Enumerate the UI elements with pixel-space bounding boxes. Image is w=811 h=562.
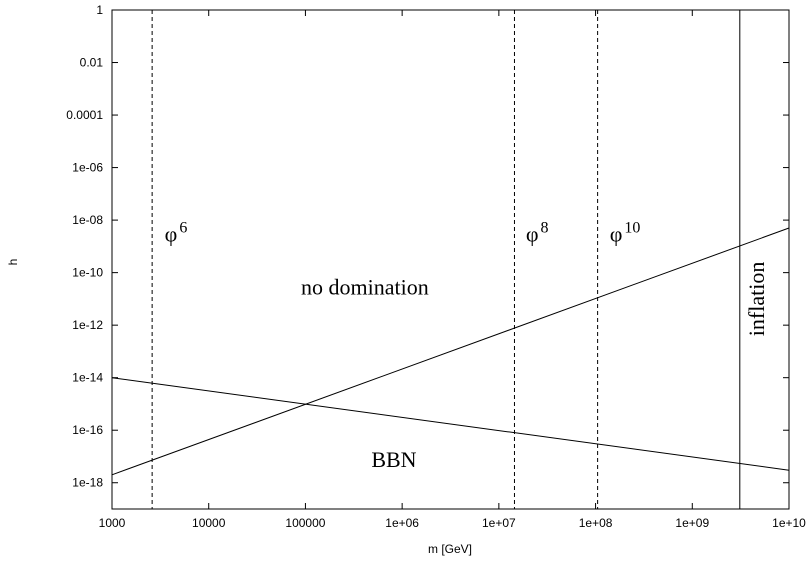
x-tick-label: 1e+06 — [385, 516, 419, 530]
y-tick-label: 1e-14 — [72, 371, 103, 385]
ticks: 1000 10000 100000 1e+06 1e+07 1e+08 1e+09 1e+10… — [66, 3, 806, 530]
y-tick-label: 1 — [96, 3, 103, 17]
x-tick-label: 1e+07 — [482, 516, 516, 530]
y-tick-label: 1e-06 — [72, 161, 103, 175]
annotation-phi6-base: φ — [165, 222, 178, 247]
x-tick-label: 1000 — [99, 516, 126, 530]
annotation-bbn: BBN — [371, 447, 416, 472]
y-tick-label: 0.01 — [80, 56, 104, 70]
y-axis-label: h — [6, 259, 20, 266]
annotation-phi10-sup: 10 — [624, 220, 640, 237]
x-axis-label: m [GeV] — [428, 542, 472, 556]
x-tick-label: 1e+08 — [579, 516, 613, 530]
y-tick-label: 1e-18 — [72, 476, 103, 490]
annotation-phi8-base: φ — [526, 222, 539, 247]
annotation-phi8-sup: 8 — [541, 220, 549, 237]
y-tick-label: 1e-16 — [72, 423, 103, 437]
line-falling — [111, 377, 790, 471]
plot-frame — [111, 9, 790, 510]
y-tick-label: 1e-12 — [72, 318, 103, 332]
x-tick-label: 1e+09 — [675, 516, 709, 530]
annotation-inflation: inflation — [744, 262, 769, 337]
annotation-phi10: φ 10 — [610, 220, 641, 247]
x-tick-label: 10000 — [192, 516, 226, 530]
x-tick-label: 100000 — [285, 516, 325, 530]
y-tick-label: 1e-08 — [72, 213, 103, 227]
line-rising — [111, 227, 790, 476]
y-tick-label: 0.0001 — [66, 108, 103, 122]
series — [111, 10, 790, 509]
y-tick-label: 1e-10 — [72, 266, 103, 280]
annotation-phi10-base: φ — [610, 222, 623, 247]
annotation-no-domination: no domination — [301, 274, 429, 299]
x-tick-label: 1e+10 — [772, 516, 806, 530]
annotation-phi6-sup: 6 — [179, 220, 187, 237]
